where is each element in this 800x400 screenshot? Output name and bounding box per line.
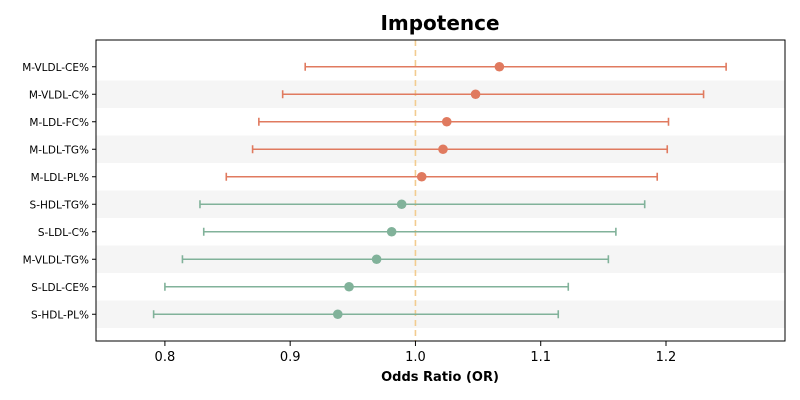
or-point	[371, 254, 382, 265]
category-label: S-LDL-C%	[38, 227, 89, 239]
or-point	[441, 116, 452, 127]
category-label: S-LDL-CE%	[31, 282, 89, 294]
category-label: S-HDL-TG%	[30, 199, 89, 211]
category-label: M-VLDL-CE%	[22, 62, 89, 74]
x-tick-label: 1.2	[656, 350, 677, 365]
x-tick-label: 0.8	[155, 350, 176, 365]
chart-title: Impotence	[380, 11, 499, 35]
category-label: M-LDL-PL%	[31, 172, 89, 184]
category-label: M-VLDL-TG%	[23, 254, 89, 266]
x-tick-label: 1.1	[530, 350, 551, 365]
x-tick-label: 1.0	[405, 350, 426, 365]
plot-frame	[95, 39, 786, 342]
or-point	[416, 171, 427, 182]
x-axis-label: Odds Ratio (OR)	[381, 370, 499, 385]
or-point	[332, 309, 343, 320]
category-label: M-LDL-TG%	[29, 144, 89, 156]
or-point	[344, 281, 354, 292]
or-point	[438, 144, 448, 155]
or-point	[396, 199, 407, 210]
or-point	[494, 61, 505, 72]
or-point	[386, 226, 397, 237]
category-label: S-HDL-PL%	[31, 309, 89, 321]
category-label: M-LDL-FC%	[29, 117, 89, 129]
or-point	[470, 89, 481, 100]
data-marks	[152, 61, 727, 320]
y-axis: M-VLDL-CE% M-VLDL-C% M-LDL-FC% M-LDL-TG% M-L…	[22, 62, 96, 321]
category-label: M-VLDL-C%	[29, 89, 89, 101]
x-axis: 0.8 0.9 1.0 1.1 1.2	[155, 341, 677, 365]
x-tick-label: 0.9	[280, 350, 301, 365]
